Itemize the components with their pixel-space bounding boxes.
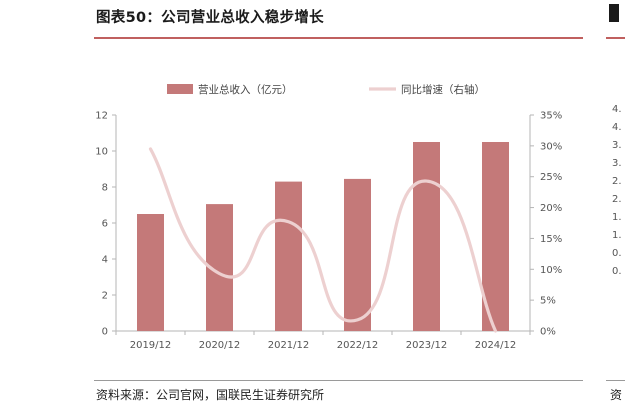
y-left-tick-label: 10 [95, 147, 108, 158]
y-right-tick-label: 15% [540, 234, 562, 245]
y-left-tick-label: 8 [102, 183, 108, 194]
chart-axes: 0 2 4 6 8 10 12 0% 5% 10% 15% 20% 25% 30% 35% 2019/12 20… [95, 111, 562, 352]
adjacent-footer-rule [606, 380, 625, 381]
line-series [148, 147, 498, 333]
adjacent-footer-fragment: 资 [610, 388, 623, 402]
revenue-bar [275, 181, 302, 331]
source-note: 资料来源：公司官网，国联民生证券研究所 [96, 388, 325, 402]
x-tick-label: 2023/12 [406, 340, 448, 351]
x-tick-label: 2024/12 [475, 340, 517, 351]
y-right-tick-label: 30% [540, 141, 562, 152]
revenue-bar [482, 142, 509, 331]
y-right-tick-label: 20% [540, 203, 562, 214]
revenue-bar [344, 178, 371, 331]
legend: 营业总收入（亿元） 同比增速（右轴） [167, 83, 485, 96]
footer-rule [94, 380, 583, 381]
y-right-tick-label: 25% [540, 172, 562, 183]
bar-series [137, 142, 509, 331]
adjacent-panel-ticks: 4. 4. 3. 3. 2. 2. 1. 1. 0. 0. [612, 104, 622, 277]
chart-title: 图表50：公司营业总收入稳步增长 [96, 10, 324, 26]
growth-line [148, 147, 498, 333]
y-right-tick-label: 10% [540, 265, 562, 276]
y-right-tick-label: 0% [540, 327, 556, 338]
legend-label-bar: 营业总收入（亿元） [198, 83, 293, 96]
y-left-tick-label: 2 [102, 291, 108, 302]
y-left-tick-label: 4 [102, 255, 108, 266]
x-tick-label: 2019/12 [130, 340, 172, 351]
adjacent-panel-rule [606, 37, 625, 39]
y-right-tick-label: 35% [540, 111, 562, 122]
revenue-bar [137, 214, 164, 331]
x-tick-label: 2020/12 [199, 340, 241, 351]
y-right-tick-label: 5% [540, 296, 556, 307]
y-left-tick-label: 12 [95, 111, 108, 122]
legend-swatch-bar [167, 84, 193, 94]
x-tick-label: 2022/12 [337, 340, 379, 351]
y-left-tick-label: 6 [102, 219, 108, 230]
revenue-bar [413, 142, 440, 331]
legend-label-line: 同比增速（右轴） [401, 83, 485, 96]
adjacent-panel-title-fragment [609, 4, 619, 22]
title-rule [94, 37, 583, 39]
y-left-tick-label: 0 [102, 327, 108, 338]
x-tick-label: 2021/12 [268, 340, 310, 351]
